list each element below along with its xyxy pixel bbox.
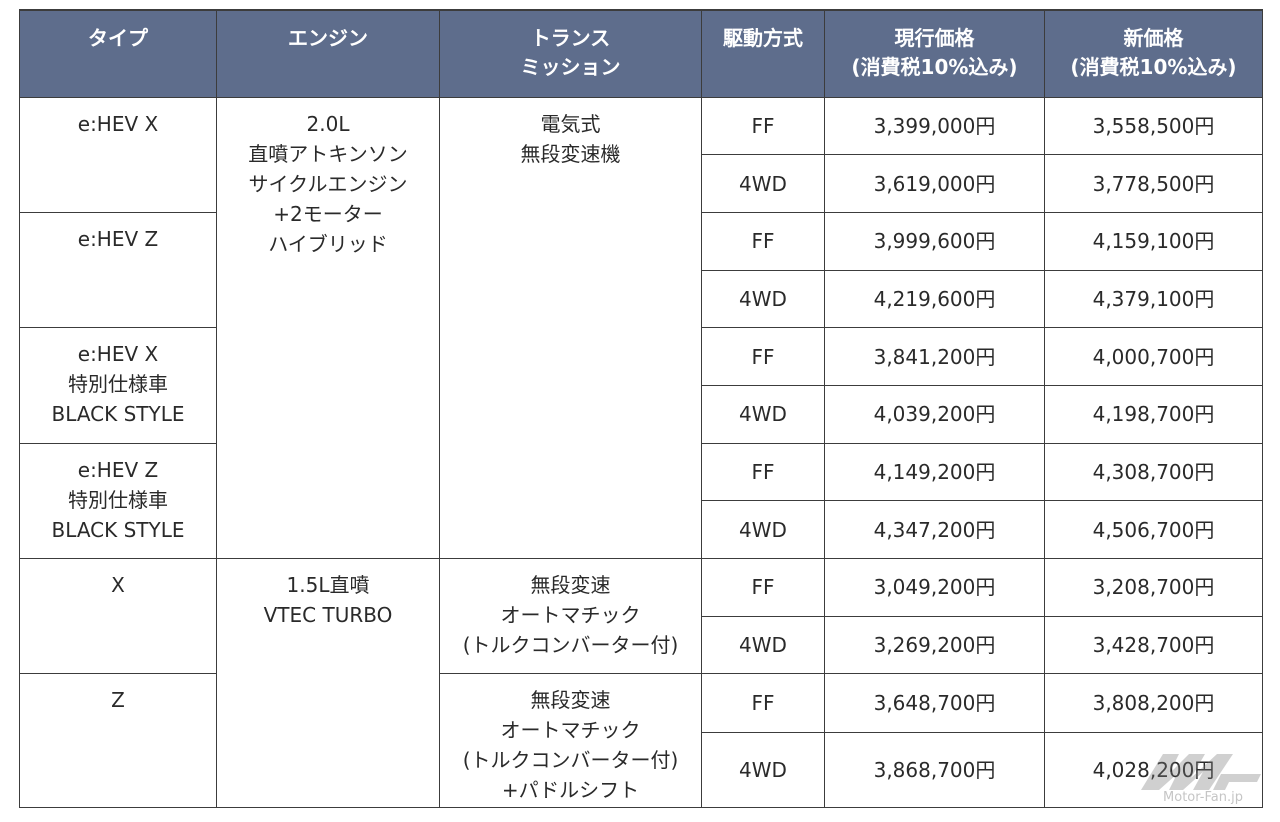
drive-cell: FF (701, 673, 825, 733)
new-price-cell: 4,159,100円 (1044, 211, 1263, 271)
drive-cell: 4WD (701, 500, 825, 559)
transmission-cell: 無段変速 オートマチック (トルクコンバーター付) +パドルシフト (439, 673, 702, 808)
current-price-cell: 3,399,000円 (824, 96, 1045, 156)
type-cell: e:HEV X (19, 96, 217, 213)
current-price-cell: 3,049,200円 (824, 558, 1045, 617)
drive-cell: FF (701, 558, 825, 617)
type-cell: X (19, 557, 217, 675)
drive-cell: 4WD (701, 384, 825, 444)
current-price-cell: 4,039,200円 (824, 384, 1045, 444)
type-cell: e:HEV Z 特別仕様車 BLACK STYLE (19, 442, 217, 560)
current-price-cell: 3,619,000円 (824, 154, 1045, 213)
table-row: e:HEV X 2.0L 直噴アトキンソン サイクルエンジン +2モーター ハイ… (19, 96, 1263, 559)
header-new-price: 新価格 (消費税10%込み) (1044, 9, 1263, 98)
type-cell: e:HEV Z (19, 211, 217, 329)
table-row: 4WD 4,347,200円 4,506,700円 (20, 500, 1263, 559)
drive-cell: 4WD (701, 154, 825, 213)
drive-cell: 4WD (701, 269, 825, 329)
new-price-cell: 4,028,200円 (1044, 731, 1263, 809)
current-price-cell: 3,269,200円 (824, 615, 1045, 675)
table-row: e:HEV Z 特別仕様車 BLACK STYLE FF 4,149,200円 … (19, 442, 1263, 560)
drive-cell: 4WD (701, 731, 825, 809)
current-price-cell: 3,841,200円 (824, 327, 1045, 386)
drive-cell: FF (701, 327, 825, 386)
new-price-cell: 4,000,700円 (1044, 327, 1263, 386)
new-price-cell: 3,778,500円 (1044, 154, 1263, 213)
drive-cell: FF (701, 96, 825, 156)
new-price-cell: 4,308,700円 (1044, 442, 1263, 502)
transmission-cell: 無段変速 オートマチック (トルクコンバーター付) (439, 557, 702, 675)
watermark-text: Motor-Fan.jp (1163, 790, 1243, 805)
engine-cell: 2.0L 直噴アトキンソン サイクルエンジン +2モーター ハイブリッド (216, 96, 440, 559)
table-row: 4WD 3,269,200円 3,428,700円 (20, 615, 1263, 675)
table-row: X 1.5L直噴 VTEC TURBO 無段変速 オートマチック (トルクコンバ… (19, 557, 1263, 808)
header-engine: エンジン (216, 9, 440, 98)
drive-cell: FF (701, 442, 825, 502)
type-cell: e:HEV X 特別仕様車 BLACK STYLE (19, 327, 217, 444)
table-row: 4WD 3,619,000円 3,778,500円 (20, 154, 1263, 213)
type-cell: Z (19, 673, 217, 808)
table-row: 4WD 4,219,600円 4,379,100円 (20, 269, 1263, 329)
new-price-cell: 4,379,100円 (1044, 269, 1263, 329)
header-drive: 駆動方式 (701, 9, 825, 98)
current-price-cell: 3,648,700円 (824, 673, 1045, 733)
new-price-cell: 3,428,700円 (1044, 615, 1263, 675)
new-price-cell: 4,198,700円 (1044, 384, 1263, 444)
new-price-cell: 3,808,200円 (1044, 673, 1263, 733)
current-price-cell: 4,219,600円 (824, 269, 1045, 329)
header-transmission: トランス ミッション (439, 9, 702, 98)
header-type: タイプ (19, 9, 217, 98)
current-price-cell: 3,999,600円 (824, 211, 1045, 271)
table-row: 4WD 3,868,700円 4,028,200円 (20, 731, 1263, 809)
current-price-cell: 4,347,200円 (824, 500, 1045, 559)
table-row: Z 無段変速 オートマチック (トルクコンバーター付) +パドルシフト FF 3… (19, 673, 1263, 808)
engine-cell: 1.5L直噴 VTEC TURBO (216, 558, 440, 808)
transmission-cell: 電気式 無段変速機 (439, 96, 702, 559)
new-price-cell: 3,208,700円 (1044, 558, 1263, 617)
new-price-cell: 4,506,700円 (1044, 500, 1263, 559)
drive-cell: FF (701, 211, 825, 271)
current-price-cell: 3,868,700円 (824, 731, 1045, 809)
table-header-row: タイプ エンジン トランス ミッション 駆動方式 現行価格 (消費税10%込み)… (19, 9, 1263, 98)
new-price-cell: 3,558,500円 (1044, 96, 1263, 156)
drive-cell: 4WD (701, 615, 825, 675)
current-price-cell: 4,149,200円 (824, 442, 1045, 502)
table-row: 4WD 4,039,200円 4,198,700円 (20, 384, 1263, 444)
header-current-price: 現行価格 (消費税10%込み) (824, 9, 1045, 98)
price-table: タイプ エンジン トランス ミッション 駆動方式 現行価格 (消費税10%込み)… (19, 9, 1263, 809)
